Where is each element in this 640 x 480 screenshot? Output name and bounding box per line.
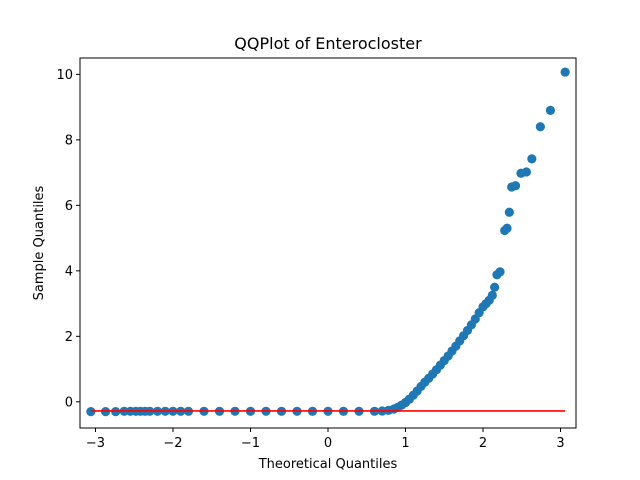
x-tick-label: 3 [556,436,564,451]
y-tick-label: 6 [65,199,73,214]
y-tick-label: 2 [65,330,73,345]
y-axis-ticks: 0 2 4 6 8 10 [56,68,80,410]
x-axis-label: Theoretical Quantiles [258,457,398,472]
y-tick-label: 0 [65,395,73,410]
data-point [521,167,532,177]
x-tick-label: 0 [324,436,332,451]
x-tick-label: 2 [479,436,487,451]
x-tick-label: 1 [401,436,409,451]
x-tick-label: −3 [86,436,105,451]
plot-marks [86,67,570,417]
chart-title: QQPlot of Enterocloster [234,34,422,53]
data-point [495,267,505,277]
data-point [504,207,514,217]
data-point [490,282,500,292]
data-point [527,154,537,164]
data-point [545,105,556,115]
data-point [487,290,497,300]
data-point [560,67,570,77]
data-point [510,181,521,191]
y-tick-label: 4 [65,264,73,279]
x-tick-label: −1 [241,436,260,451]
y-axis-label: Sample Quantiles [32,185,47,300]
x-tick-label: −2 [163,436,182,451]
data-point [502,223,512,233]
data-point [535,122,545,132]
y-tick-label: 8 [65,133,73,148]
y-tick-label: 10 [56,68,73,83]
x-axis-ticks: −3 −2 −1 0 1 2 3 [86,428,565,451]
